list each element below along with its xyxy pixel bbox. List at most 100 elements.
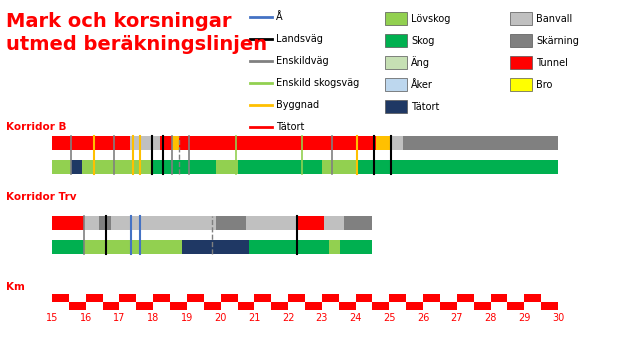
Bar <box>204 302 221 310</box>
Bar <box>322 160 356 174</box>
Bar <box>83 160 152 174</box>
Bar <box>70 160 83 174</box>
Bar <box>328 240 340 254</box>
Bar <box>385 12 407 25</box>
Text: 15: 15 <box>46 313 58 323</box>
Text: Korridor Trv: Korridor Trv <box>6 192 77 202</box>
Bar <box>372 302 389 310</box>
Text: 18: 18 <box>147 313 159 323</box>
Bar <box>153 294 170 302</box>
Bar <box>52 216 84 230</box>
Bar <box>170 302 187 310</box>
Bar <box>246 216 296 230</box>
Text: Lövskog: Lövskog <box>411 13 451 23</box>
Bar <box>541 302 558 310</box>
Text: 26: 26 <box>417 313 429 323</box>
Text: utmed beräkningslinjen: utmed beräkningslinjen <box>6 35 267 54</box>
Bar <box>510 78 532 91</box>
Text: 21: 21 <box>248 313 260 323</box>
Bar <box>490 294 508 302</box>
Bar <box>102 302 120 310</box>
Bar <box>305 302 322 310</box>
Bar <box>120 294 136 302</box>
Bar <box>391 136 403 150</box>
Bar <box>271 302 288 310</box>
Bar <box>86 294 102 302</box>
Bar <box>440 302 457 310</box>
Bar <box>510 56 532 69</box>
Bar <box>52 136 129 150</box>
Text: Skog: Skog <box>411 36 435 45</box>
Bar <box>52 294 69 302</box>
Bar <box>385 56 407 69</box>
Bar <box>179 136 376 150</box>
Text: Tätort: Tätort <box>411 102 440 112</box>
Text: 20: 20 <box>214 313 227 323</box>
Bar <box>288 294 305 302</box>
Text: 16: 16 <box>79 313 92 323</box>
Text: 28: 28 <box>484 313 497 323</box>
Bar <box>52 240 84 254</box>
Bar <box>383 136 391 150</box>
Text: 19: 19 <box>181 313 193 323</box>
Bar <box>172 136 179 150</box>
Bar <box>84 216 99 230</box>
Bar <box>403 136 558 150</box>
Text: 24: 24 <box>349 313 362 323</box>
Bar <box>221 294 237 302</box>
Bar <box>69 302 86 310</box>
Bar <box>250 240 328 254</box>
Bar <box>356 160 401 174</box>
Bar <box>356 294 372 302</box>
Bar <box>296 216 324 230</box>
Bar <box>389 294 406 302</box>
Bar <box>237 160 322 174</box>
Text: Enskild skogsväg: Enskild skogsväg <box>276 78 359 88</box>
Bar <box>457 294 474 302</box>
Bar <box>324 216 344 230</box>
Bar <box>385 78 407 91</box>
Bar <box>129 136 160 150</box>
Bar <box>255 294 271 302</box>
Bar <box>322 294 339 302</box>
Text: Landsväg: Landsväg <box>276 34 323 44</box>
Bar <box>216 160 237 174</box>
Text: Tunnel: Tunnel <box>536 58 568 68</box>
Text: Km: Km <box>6 282 25 292</box>
Text: Korridor B: Korridor B <box>6 122 67 132</box>
Bar <box>111 216 216 230</box>
Text: 27: 27 <box>451 313 463 323</box>
Bar <box>344 216 372 230</box>
Text: Skärning: Skärning <box>536 36 579 45</box>
Text: Banvall: Banvall <box>536 13 572 23</box>
Text: Byggnad: Byggnad <box>276 100 319 110</box>
Text: Äng: Äng <box>411 57 430 68</box>
Text: 22: 22 <box>282 313 294 323</box>
Text: Tätort: Tätort <box>276 122 305 132</box>
Text: Mark och korsningar: Mark och korsningar <box>6 12 232 31</box>
Text: Enskildväg: Enskildväg <box>276 56 328 66</box>
Bar <box>401 160 558 174</box>
Bar <box>423 294 440 302</box>
Bar <box>136 302 153 310</box>
Bar <box>216 216 246 230</box>
Bar <box>508 302 524 310</box>
Bar <box>237 302 255 310</box>
Bar <box>182 240 250 254</box>
Bar <box>99 216 111 230</box>
Bar <box>160 136 172 150</box>
Text: 29: 29 <box>518 313 531 323</box>
Bar <box>187 294 204 302</box>
Text: Bro: Bro <box>536 80 552 90</box>
Bar <box>52 160 70 174</box>
Bar <box>474 302 490 310</box>
Text: 25: 25 <box>383 313 396 323</box>
Bar <box>385 34 407 47</box>
Bar <box>510 12 532 25</box>
Bar <box>406 302 423 310</box>
Text: Åker: Åker <box>411 80 433 90</box>
Text: 17: 17 <box>113 313 125 323</box>
Bar <box>152 160 216 174</box>
Text: 23: 23 <box>316 313 328 323</box>
Bar <box>376 136 383 150</box>
